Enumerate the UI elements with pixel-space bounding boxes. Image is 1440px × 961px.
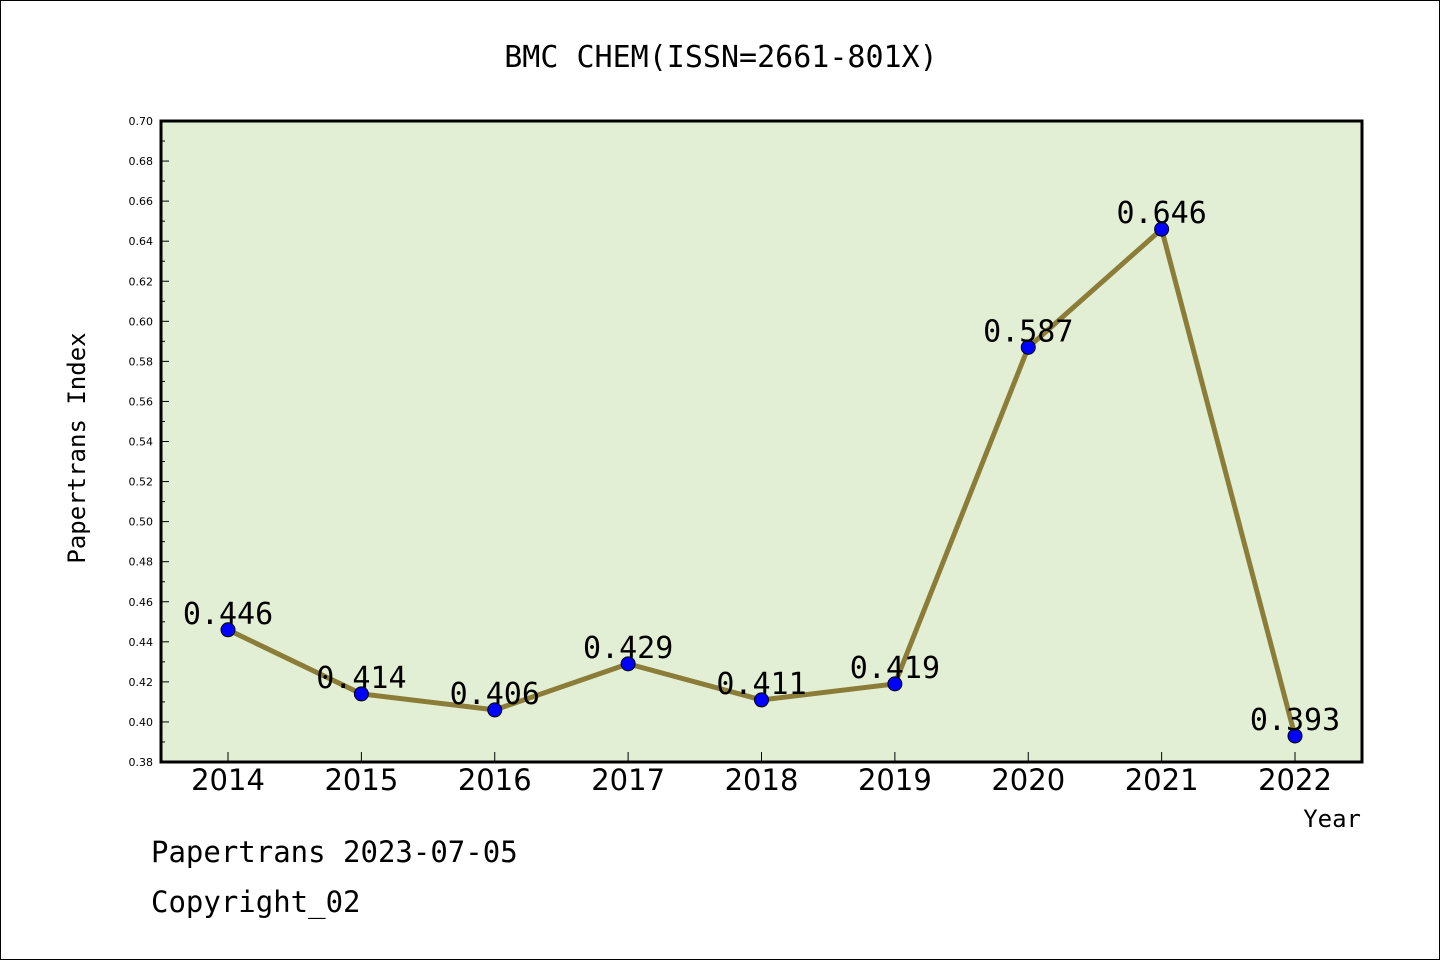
y-tick-label: 0.52 [129, 476, 154, 489]
footer-copyright: Copyright_02 [151, 885, 361, 919]
x-tick-label: 2015 [324, 763, 398, 797]
y-tick-label: 0.54 [129, 436, 154, 449]
footer-date: Papertrans 2023-07-05 [151, 835, 518, 869]
y-tick-label: 0.44 [129, 636, 154, 649]
data-point [353, 686, 369, 702]
y-tick-label: 0.46 [129, 596, 154, 609]
y-tick-label: 0.38 [129, 756, 154, 769]
y-tick-label: 0.60 [129, 315, 154, 328]
data-label: 0.414 [316, 661, 406, 696]
chart-title: BMC CHEM(ISSN=2661-801X) [504, 40, 937, 75]
data-label: 0.406 [450, 677, 540, 712]
data-label: 0.646 [1116, 196, 1206, 231]
y-tick-label: 0.58 [129, 355, 154, 368]
x-tick-label: 2019 [858, 763, 932, 797]
data-point [1287, 728, 1303, 744]
data-point [1020, 339, 1036, 355]
y-axis: 0.38 0.40 0.42 0.44 0.46 0.48 0.50 0.52 0.54 0.56… [129, 115, 169, 769]
y-tick-label: 0.48 [129, 556, 154, 569]
data-label: 0.429 [583, 631, 673, 666]
x-axis-label: Year [1303, 805, 1361, 833]
data-point [620, 656, 636, 672]
y-tick-label: 0.70 [129, 115, 154, 128]
y-tick-label: 0.50 [129, 516, 154, 529]
y-tick-label: 0.40 [129, 716, 154, 729]
x-tick-label: 2014 [191, 763, 265, 797]
x-tick-label: 2017 [591, 763, 665, 797]
data-point [220, 622, 236, 638]
y-axis-label: Papertrans Index [63, 332, 91, 563]
data-point [754, 692, 769, 708]
data-label: 0.393 [1250, 703, 1340, 738]
x-tick-label: 2016 [458, 763, 532, 797]
data-point [1154, 221, 1170, 237]
x-axis: 2014 2015 2016 2017 2018 2019 2020 2021 2022 [191, 752, 1332, 797]
y-tick-label: 0.62 [129, 275, 154, 288]
x-tick-label: 2021 [1125, 763, 1199, 797]
y-tick-label: 0.66 [129, 195, 154, 208]
data-label: 0.587 [983, 314, 1073, 349]
y-tick-label: 0.68 [129, 155, 154, 168]
x-tick-label: 2022 [1258, 763, 1332, 797]
y-tick-label: 0.42 [129, 676, 154, 689]
data-labels: 0.446 0.414 0.406 0.429 0.411 0.419 0.587 0.646… [183, 196, 1340, 738]
y-tick-label: 0.56 [129, 395, 154, 408]
data-point [887, 676, 903, 692]
y-tick-label: 0.64 [129, 235, 154, 248]
data-label: 0.411 [716, 667, 806, 702]
data-point [487, 702, 503, 718]
x-tick-label: 2020 [991, 763, 1065, 797]
data-label: 0.419 [850, 651, 940, 686]
series-points [220, 221, 1303, 744]
x-tick-label: 2018 [725, 763, 799, 797]
data-label: 0.446 [183, 597, 273, 632]
